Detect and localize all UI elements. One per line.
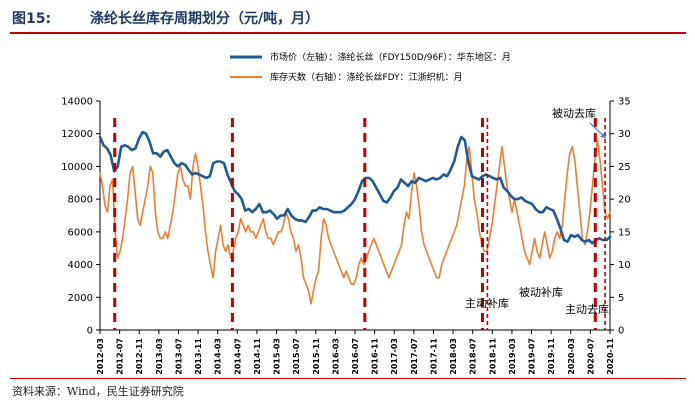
x-tick-label: 2015-03 — [273, 338, 282, 375]
x-tick-label: 2013-07 — [174, 338, 183, 375]
x-tick-label: 2012-03 — [96, 338, 105, 375]
x-tick-label: 2020-03 — [567, 338, 576, 375]
y-left-tick-label: 2000 — [68, 293, 93, 304]
cycle-markers — [113, 118, 606, 330]
axes: 0 2000 4000 6000 8000 10000 12000 14000 0 5 10 15 20… — [61, 97, 631, 375]
x-tick-label: 2014-03 — [214, 338, 223, 375]
x-tick-label: 2020-11 — [606, 338, 615, 375]
x-tick-label: 2016-03 — [331, 338, 340, 375]
y-left-tick-label: 14000 — [61, 97, 93, 108]
x-tick-label: 2013-11 — [194, 338, 203, 375]
x-tick-label: 2016-07 — [351, 338, 360, 375]
y-right-tick-label: 35 — [618, 97, 631, 108]
y-right-tick-label: 0 — [618, 326, 624, 337]
x-tick-label: 2017-03 — [390, 338, 399, 375]
figure-number: 图15: — [12, 11, 52, 27]
y-right-tick-label: 15 — [618, 227, 631, 238]
y-right-tick-label: 30 — [618, 129, 631, 140]
figure-title: 涤纶长丝库存周期划分（元/吨，月） — [90, 11, 320, 27]
x-tick-label: 2013-03 — [155, 338, 164, 375]
x-tick-label: 2017-07 — [410, 338, 419, 375]
x-tick-label: 2018-11 — [488, 338, 497, 375]
series-line-price — [98, 130, 612, 245]
y-right-tick-label: 10 — [618, 260, 631, 271]
y-left-tick-label: 10000 — [61, 162, 93, 173]
legend-label-inventory: 库存天数（右轴）：涤纶长丝FDY：江浙织机：月 — [270, 71, 463, 83]
footer-rule — [10, 378, 686, 379]
x-tick-label: 2012-07 — [116, 338, 125, 375]
y-right-tick-label: 5 — [618, 293, 624, 304]
x-tick-label: 2020-07 — [586, 338, 595, 375]
x-tick-label: 2014-07 — [233, 338, 242, 375]
annotation-active-destock: 主动去库 — [565, 303, 609, 316]
x-tick-label: 2018-07 — [469, 338, 478, 375]
x-tick-label: 2017-11 — [429, 338, 438, 375]
y-left-tick-label: 6000 — [68, 227, 93, 238]
annotation-active-restock: 主动补库 — [465, 297, 509, 310]
annotation-passive-destock: 被动去库 — [552, 107, 596, 120]
x-tick-label: 2016-11 — [371, 338, 380, 375]
y-right-tick-label: 25 — [618, 162, 631, 173]
y-right-tick-label: 20 — [618, 195, 631, 206]
legend: 市场价（左轴）：涤纶长丝（FDY150D/96F）：华东地区：月 库存天数（右轴… — [230, 51, 511, 83]
series-line-inventory — [99, 139, 611, 305]
legend-label-price: 市场价（左轴）：涤纶长丝（FDY150D/96F）：华东地区：月 — [270, 51, 511, 63]
series-layer — [98, 130, 612, 305]
x-tick-label: 2015-11 — [312, 338, 321, 375]
source-note: 资料来源：Wind，民生证券研究院 — [12, 385, 184, 398]
x-tick-label: 2019-07 — [528, 338, 537, 375]
x-tick-label: 2014-11 — [253, 338, 262, 375]
x-tick-label: 2012-11 — [135, 338, 144, 375]
y-left-tick-label: 12000 — [61, 129, 93, 140]
figure-header: 图15: 涤纶长丝库存周期划分（元/吨，月） — [0, 0, 695, 34]
x-tick-label: 2019-11 — [547, 338, 556, 375]
annotation-passive-restock: 被动补库 — [519, 286, 563, 299]
y-left-tick-label: 0 — [87, 326, 93, 337]
x-tick-label: 2019-03 — [508, 338, 517, 375]
annotations: 被动去库 被动补库 主动补库 主动去库 — [465, 107, 609, 316]
y-left-tick-label: 4000 — [68, 260, 93, 271]
y-left-tick-label: 8000 — [68, 195, 93, 206]
x-tick-label: 2015-07 — [292, 338, 301, 375]
annotation-arrowhead — [600, 133, 606, 138]
header-rule — [10, 32, 686, 34]
x-tick-label: 2018-03 — [449, 338, 458, 375]
